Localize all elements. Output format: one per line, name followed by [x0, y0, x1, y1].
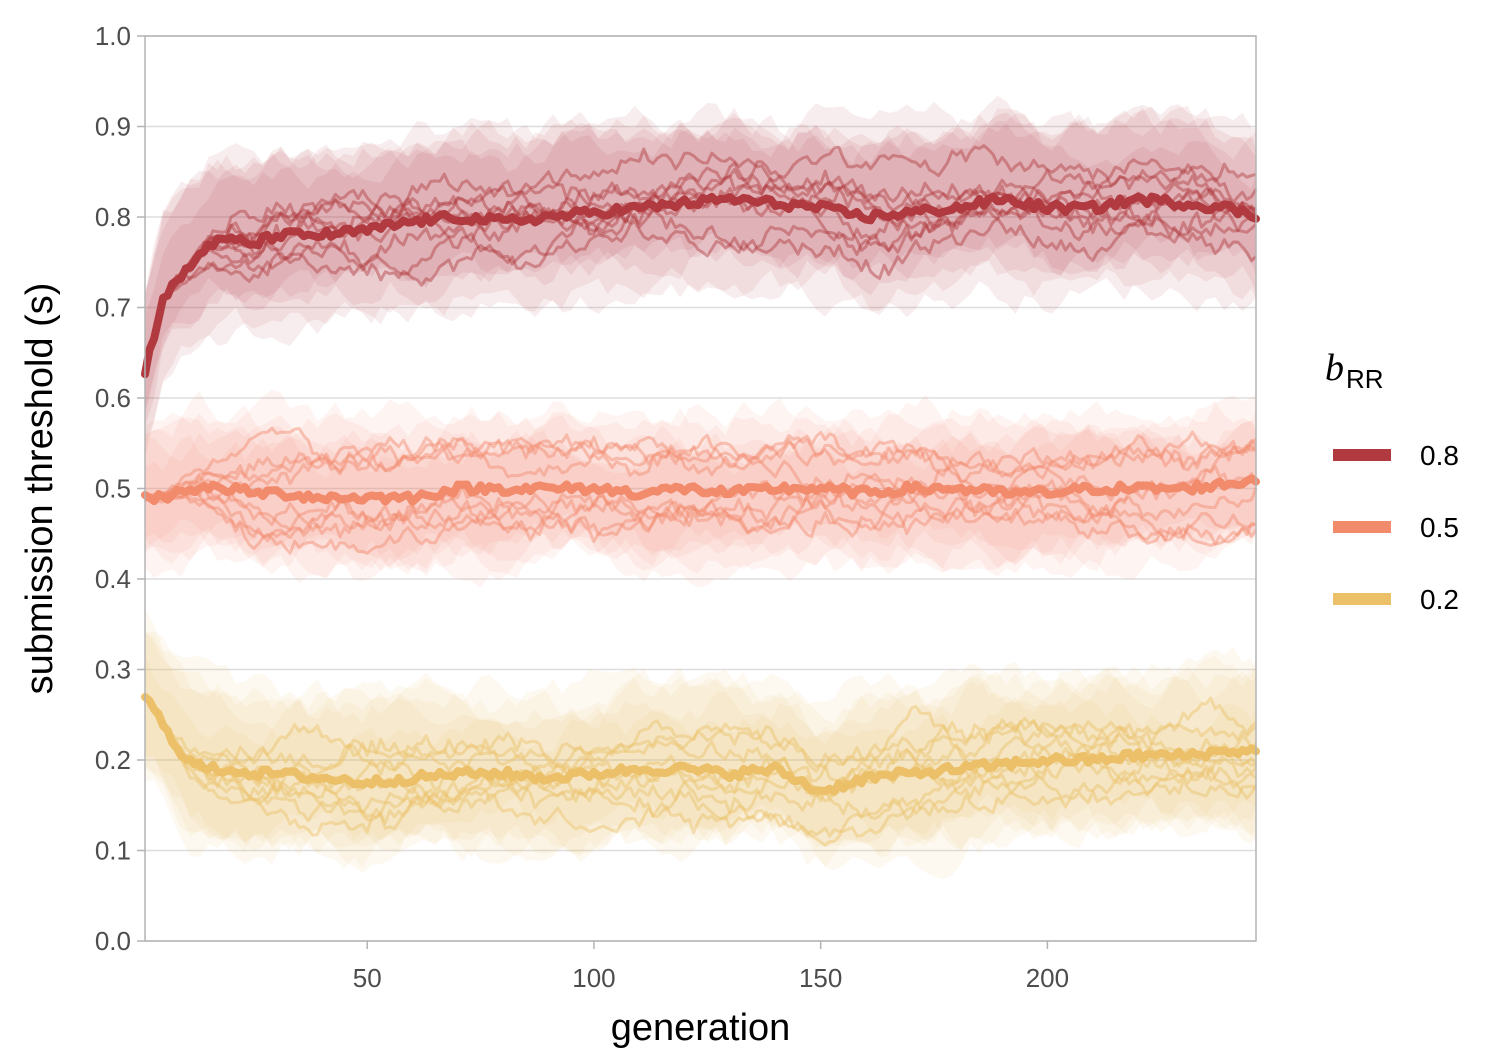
y-tick-label: 0.5 [95, 474, 131, 504]
y-tick-label: 0.1 [95, 836, 131, 866]
ribbon-band [145, 95, 1256, 412]
run-line [143, 694, 1258, 798]
run-line [144, 490, 1257, 550]
run-line [143, 696, 1258, 806]
run-line [143, 693, 1257, 773]
ribbon-band [145, 112, 1256, 427]
y-tick-label: 0.0 [95, 926, 131, 956]
ribbon-band [145, 608, 1256, 865]
run-line [144, 430, 1257, 502]
y-tick-label: 0.7 [95, 293, 131, 323]
x-tick-label: 200 [1026, 963, 1069, 993]
run-line [143, 695, 1257, 822]
ribbon-band [145, 653, 1256, 854]
x-tick-label: 150 [799, 963, 842, 993]
y-axis-title: submission threshold (s) [19, 283, 61, 695]
run-line [143, 144, 1257, 369]
x-tick-label: 100 [572, 963, 615, 993]
legend-title: bRR [1325, 347, 1384, 394]
legend-title-main: b [1325, 347, 1344, 389]
legend-title-subscript: RR [1346, 364, 1384, 394]
y-tick-label: 0.6 [95, 383, 131, 413]
run-line [144, 430, 1258, 502]
run-line [143, 196, 1257, 373]
ribbon-band [145, 116, 1256, 416]
run-line [144, 485, 1258, 555]
x-axis: 50 100 150 200 [353, 941, 1069, 993]
x-tick-label: 50 [353, 963, 382, 993]
y-tick-label: 1.0 [95, 21, 131, 51]
mean-line-0.8 [141, 192, 1260, 379]
y-tick-label: 0.3 [95, 655, 131, 685]
run-line [144, 696, 1258, 814]
legend: bRR 0.8 0.5 0.2 [1325, 347, 1459, 615]
legend-label: 0.8 [1420, 440, 1459, 471]
run-line [143, 166, 1256, 369]
legend-label: 0.2 [1420, 584, 1459, 615]
ribbon-bands [145, 95, 1256, 879]
legend-label: 0.5 [1420, 512, 1459, 543]
mean-lines [141, 192, 1260, 796]
run-line [143, 697, 1257, 838]
y-tick-label: 0.4 [95, 564, 131, 594]
mean-line-0.5 [141, 474, 1260, 506]
run-line [144, 426, 1258, 502]
ribbon-band [145, 422, 1256, 578]
run-line [143, 158, 1258, 372]
run-line [144, 695, 1257, 775]
ribbon-band [145, 633, 1256, 869]
run-line [144, 464, 1258, 537]
run-line [143, 217, 1258, 371]
y-axis: 0.0 0.1 0.2 0.3 0.4 0.5 0.6 0.7 0.8 0.9 1.0 [95, 21, 145, 956]
run-line [143, 696, 1258, 847]
run-line [144, 487, 1257, 546]
y-tick-label: 0.2 [95, 745, 131, 775]
mean-line-0.2 [141, 693, 1260, 796]
y-tick-label: 0.8 [95, 202, 131, 232]
ribbon-band [145, 101, 1256, 445]
ribbon-band [145, 629, 1256, 879]
run-line [143, 433, 1257, 502]
y-tick-label: 0.9 [95, 112, 131, 142]
ribbon-band [145, 103, 1256, 458]
ribbon-band [145, 631, 1256, 852]
x-axis-title: generation [611, 1007, 791, 1049]
